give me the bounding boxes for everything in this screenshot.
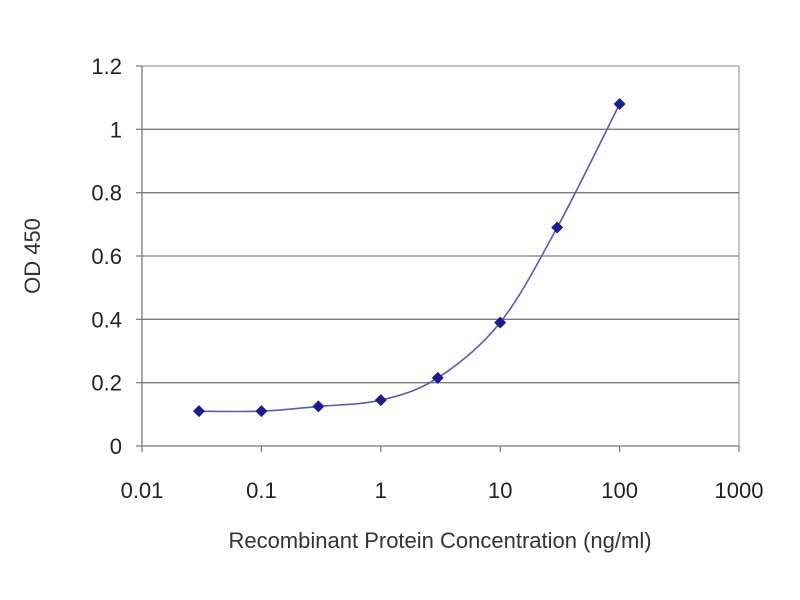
data-point-5 [494,316,507,329]
y-axis-title: OD 450 [20,218,45,294]
y-tick-label-6: 1.2 [91,54,122,79]
y-tick-label-1: 0.2 [91,371,122,396]
x-tick-label-2: 1 [375,478,387,503]
data-point-6 [551,221,564,234]
x-tick-label-0: 0.01 [121,478,164,503]
x-tick-label-4: 100 [601,478,638,503]
y-tick-label-2: 0.4 [91,307,122,332]
data-points [192,98,626,418]
data-point-7 [613,98,626,110]
data-point-4 [431,371,444,384]
data-point-3 [374,394,387,407]
data-point-1 [255,405,268,418]
y-axis-tick-labels: 0 0.2 0.4 0.6 0.8 1 1.2 [91,54,122,459]
x-axis-tick-labels: 0.01 0.1 1 10 100 1000 [121,478,764,503]
y-tick-label-3: 0.6 [91,244,122,269]
data-point-0 [192,405,205,418]
y-tick-label-5: 1 [110,117,122,142]
x-tick-label-3: 10 [488,478,512,503]
horizontal-gridlines [142,128,739,384]
x-axis-title: Recombinant Protein Concentration (ng/ml… [228,528,651,553]
x-tick-label-1: 0.1 [246,478,277,503]
y-tick-label-4: 0.8 [91,181,122,206]
y-tick-label-0: 0 [110,434,122,459]
x-tick-label-5: 1000 [715,478,764,503]
axes [136,65,740,452]
data-point-2 [312,400,325,413]
